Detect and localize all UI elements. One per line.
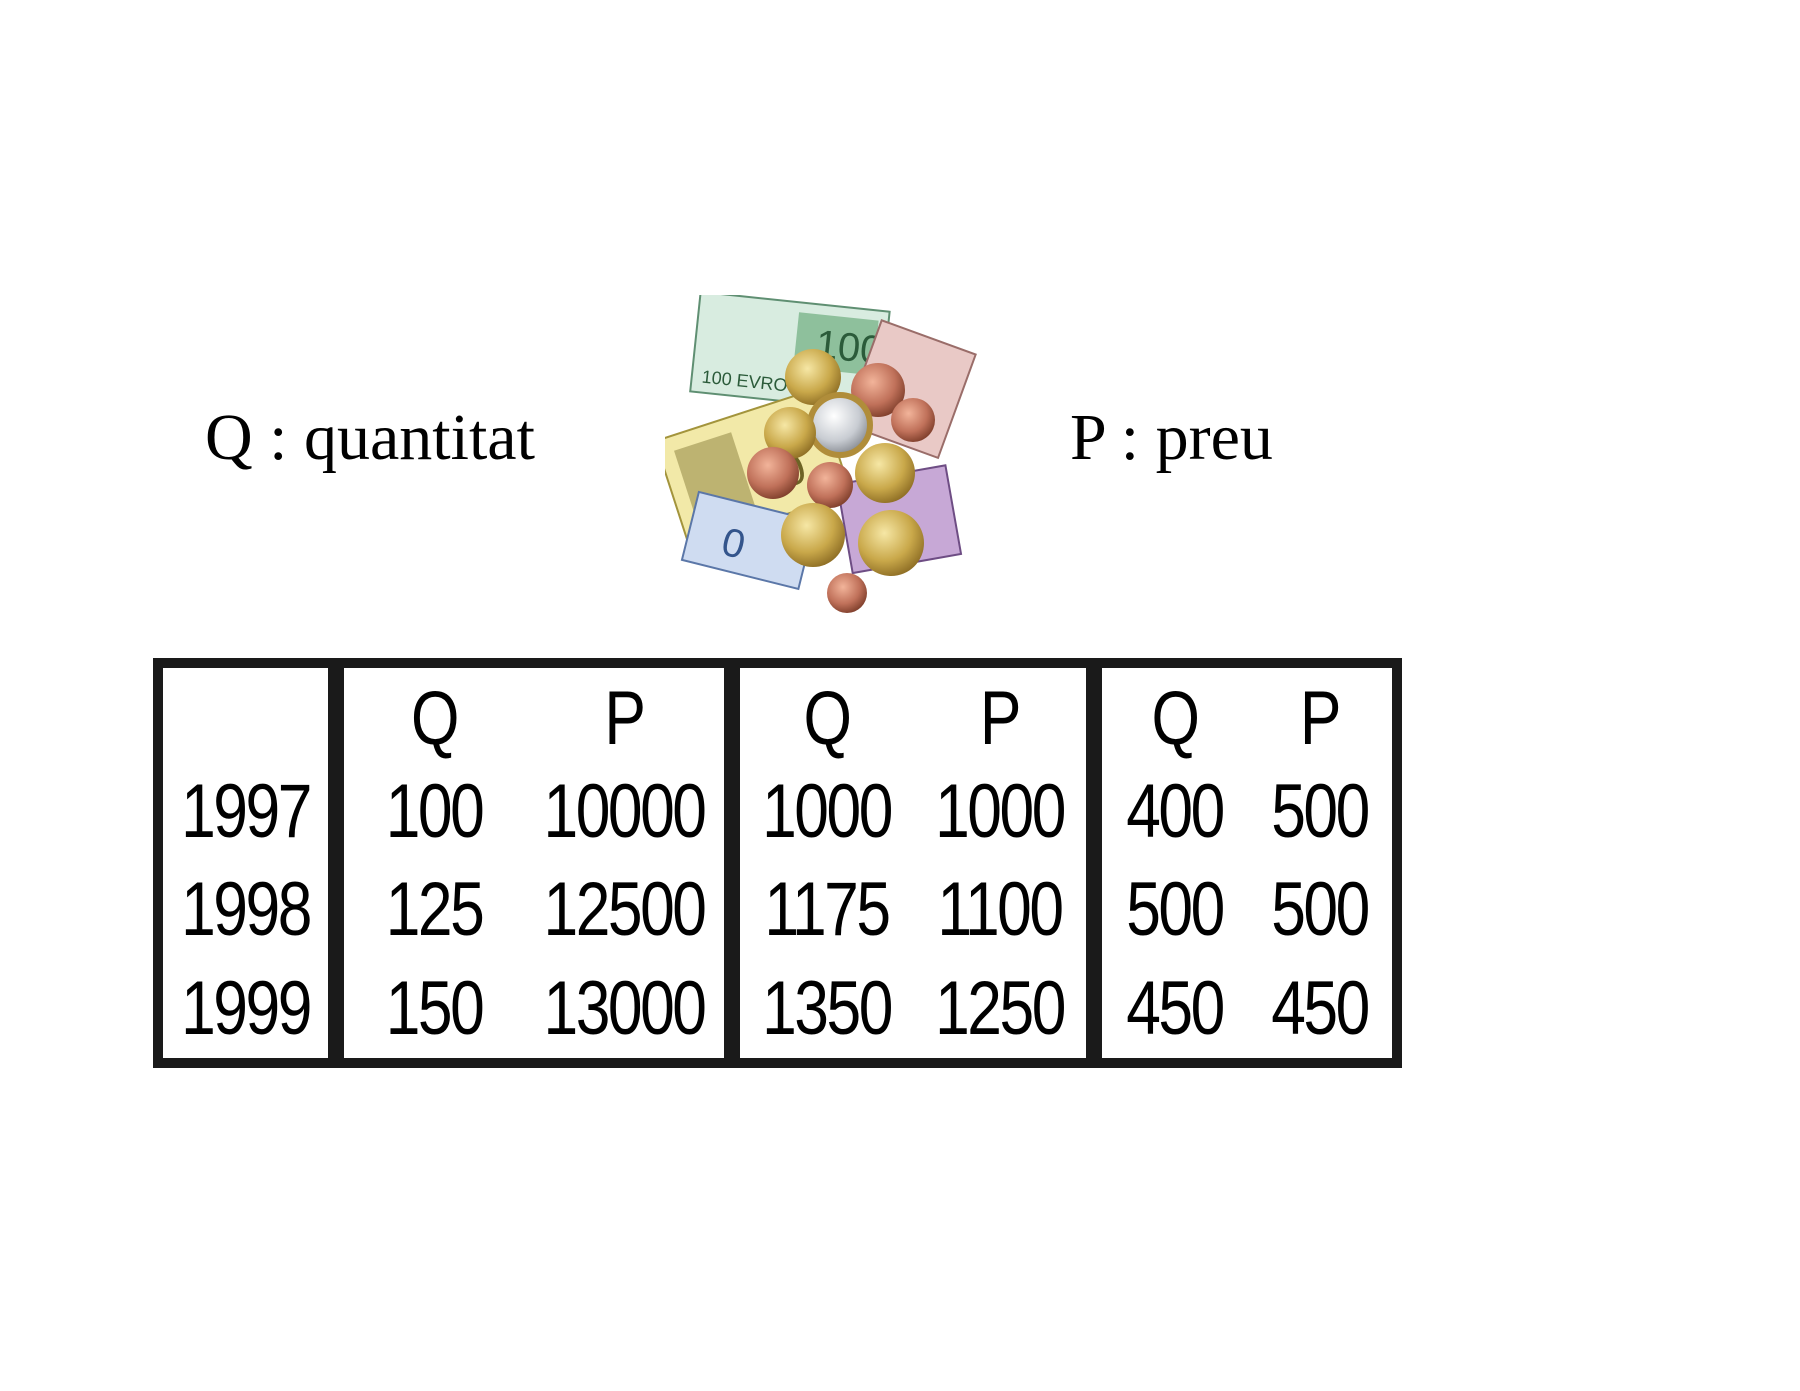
- table-row: 1000 1000: [740, 763, 1086, 861]
- cell-q: 1175: [764, 867, 891, 953]
- data-group-2: Q P 1000 1000 1175 1100 1350 1250: [740, 668, 1086, 1058]
- cell-p: 500: [1271, 768, 1370, 854]
- header-q: Q: [803, 676, 851, 762]
- euro-money-image: 100 100 EVRO 00 0: [665, 295, 977, 613]
- table-row: 1997: [163, 763, 328, 861]
- table-row: 1350 1250: [740, 960, 1086, 1058]
- table-row: 400 500: [1102, 763, 1392, 861]
- table-row: 150 13000: [344, 960, 724, 1058]
- table-row: 1998: [163, 861, 328, 959]
- cell-p: 500: [1271, 867, 1370, 953]
- cell-p: 1000: [935, 768, 1066, 854]
- cell-q: 400: [1126, 768, 1225, 854]
- cell-q: 125: [385, 867, 485, 953]
- year-cell: 1999: [181, 965, 312, 1051]
- header-p: P: [604, 676, 646, 762]
- cell-p: 13000: [543, 965, 706, 1051]
- legend-quantity: Q : quantitat: [205, 401, 535, 474]
- table-row: 125 12500: [344, 861, 724, 959]
- year-cell: 1998: [181, 867, 312, 953]
- cell-p: 10000: [543, 768, 706, 854]
- header-p: P: [1299, 676, 1342, 762]
- data-group-1: Q P 100 10000 125 12500 150 13000: [344, 668, 724, 1058]
- cell-p: 12500: [543, 867, 706, 953]
- cell-q: 1350: [762, 965, 893, 1051]
- cell-q: 100: [385, 768, 485, 854]
- cell-q: 1000: [762, 768, 893, 854]
- table-row: 1175 1100: [740, 861, 1086, 959]
- group-header: Q P: [344, 676, 724, 763]
- table-row: 450 450: [1102, 960, 1392, 1058]
- data-table: 1997 1998 1999 Q P 100 10000 125 12500 1…: [153, 658, 1402, 1068]
- group-header: Q P: [740, 676, 1086, 763]
- header-q: Q: [410, 676, 459, 762]
- table-row: 500 500: [1102, 861, 1392, 959]
- cell-p: 450: [1271, 965, 1370, 1051]
- header-p: P: [979, 676, 1022, 762]
- table-row: 1999: [163, 960, 328, 1058]
- year-cell: 1997: [181, 768, 312, 854]
- cell-p: 1100: [937, 867, 1064, 953]
- cell-q: 150: [385, 965, 485, 1051]
- year-column: 1997 1998 1999: [163, 668, 328, 1058]
- cell-q: 500: [1126, 867, 1225, 953]
- legend-price: P : preu: [1070, 401, 1273, 474]
- year-header: [163, 676, 328, 763]
- table-row: 100 10000: [344, 763, 724, 861]
- cell-q: 450: [1126, 965, 1225, 1051]
- cell-p: 1250: [935, 965, 1066, 1051]
- group-header: Q P: [1102, 676, 1392, 763]
- header-q: Q: [1151, 676, 1199, 762]
- data-group-3: Q P 400 500 500 500 450 450: [1102, 668, 1392, 1058]
